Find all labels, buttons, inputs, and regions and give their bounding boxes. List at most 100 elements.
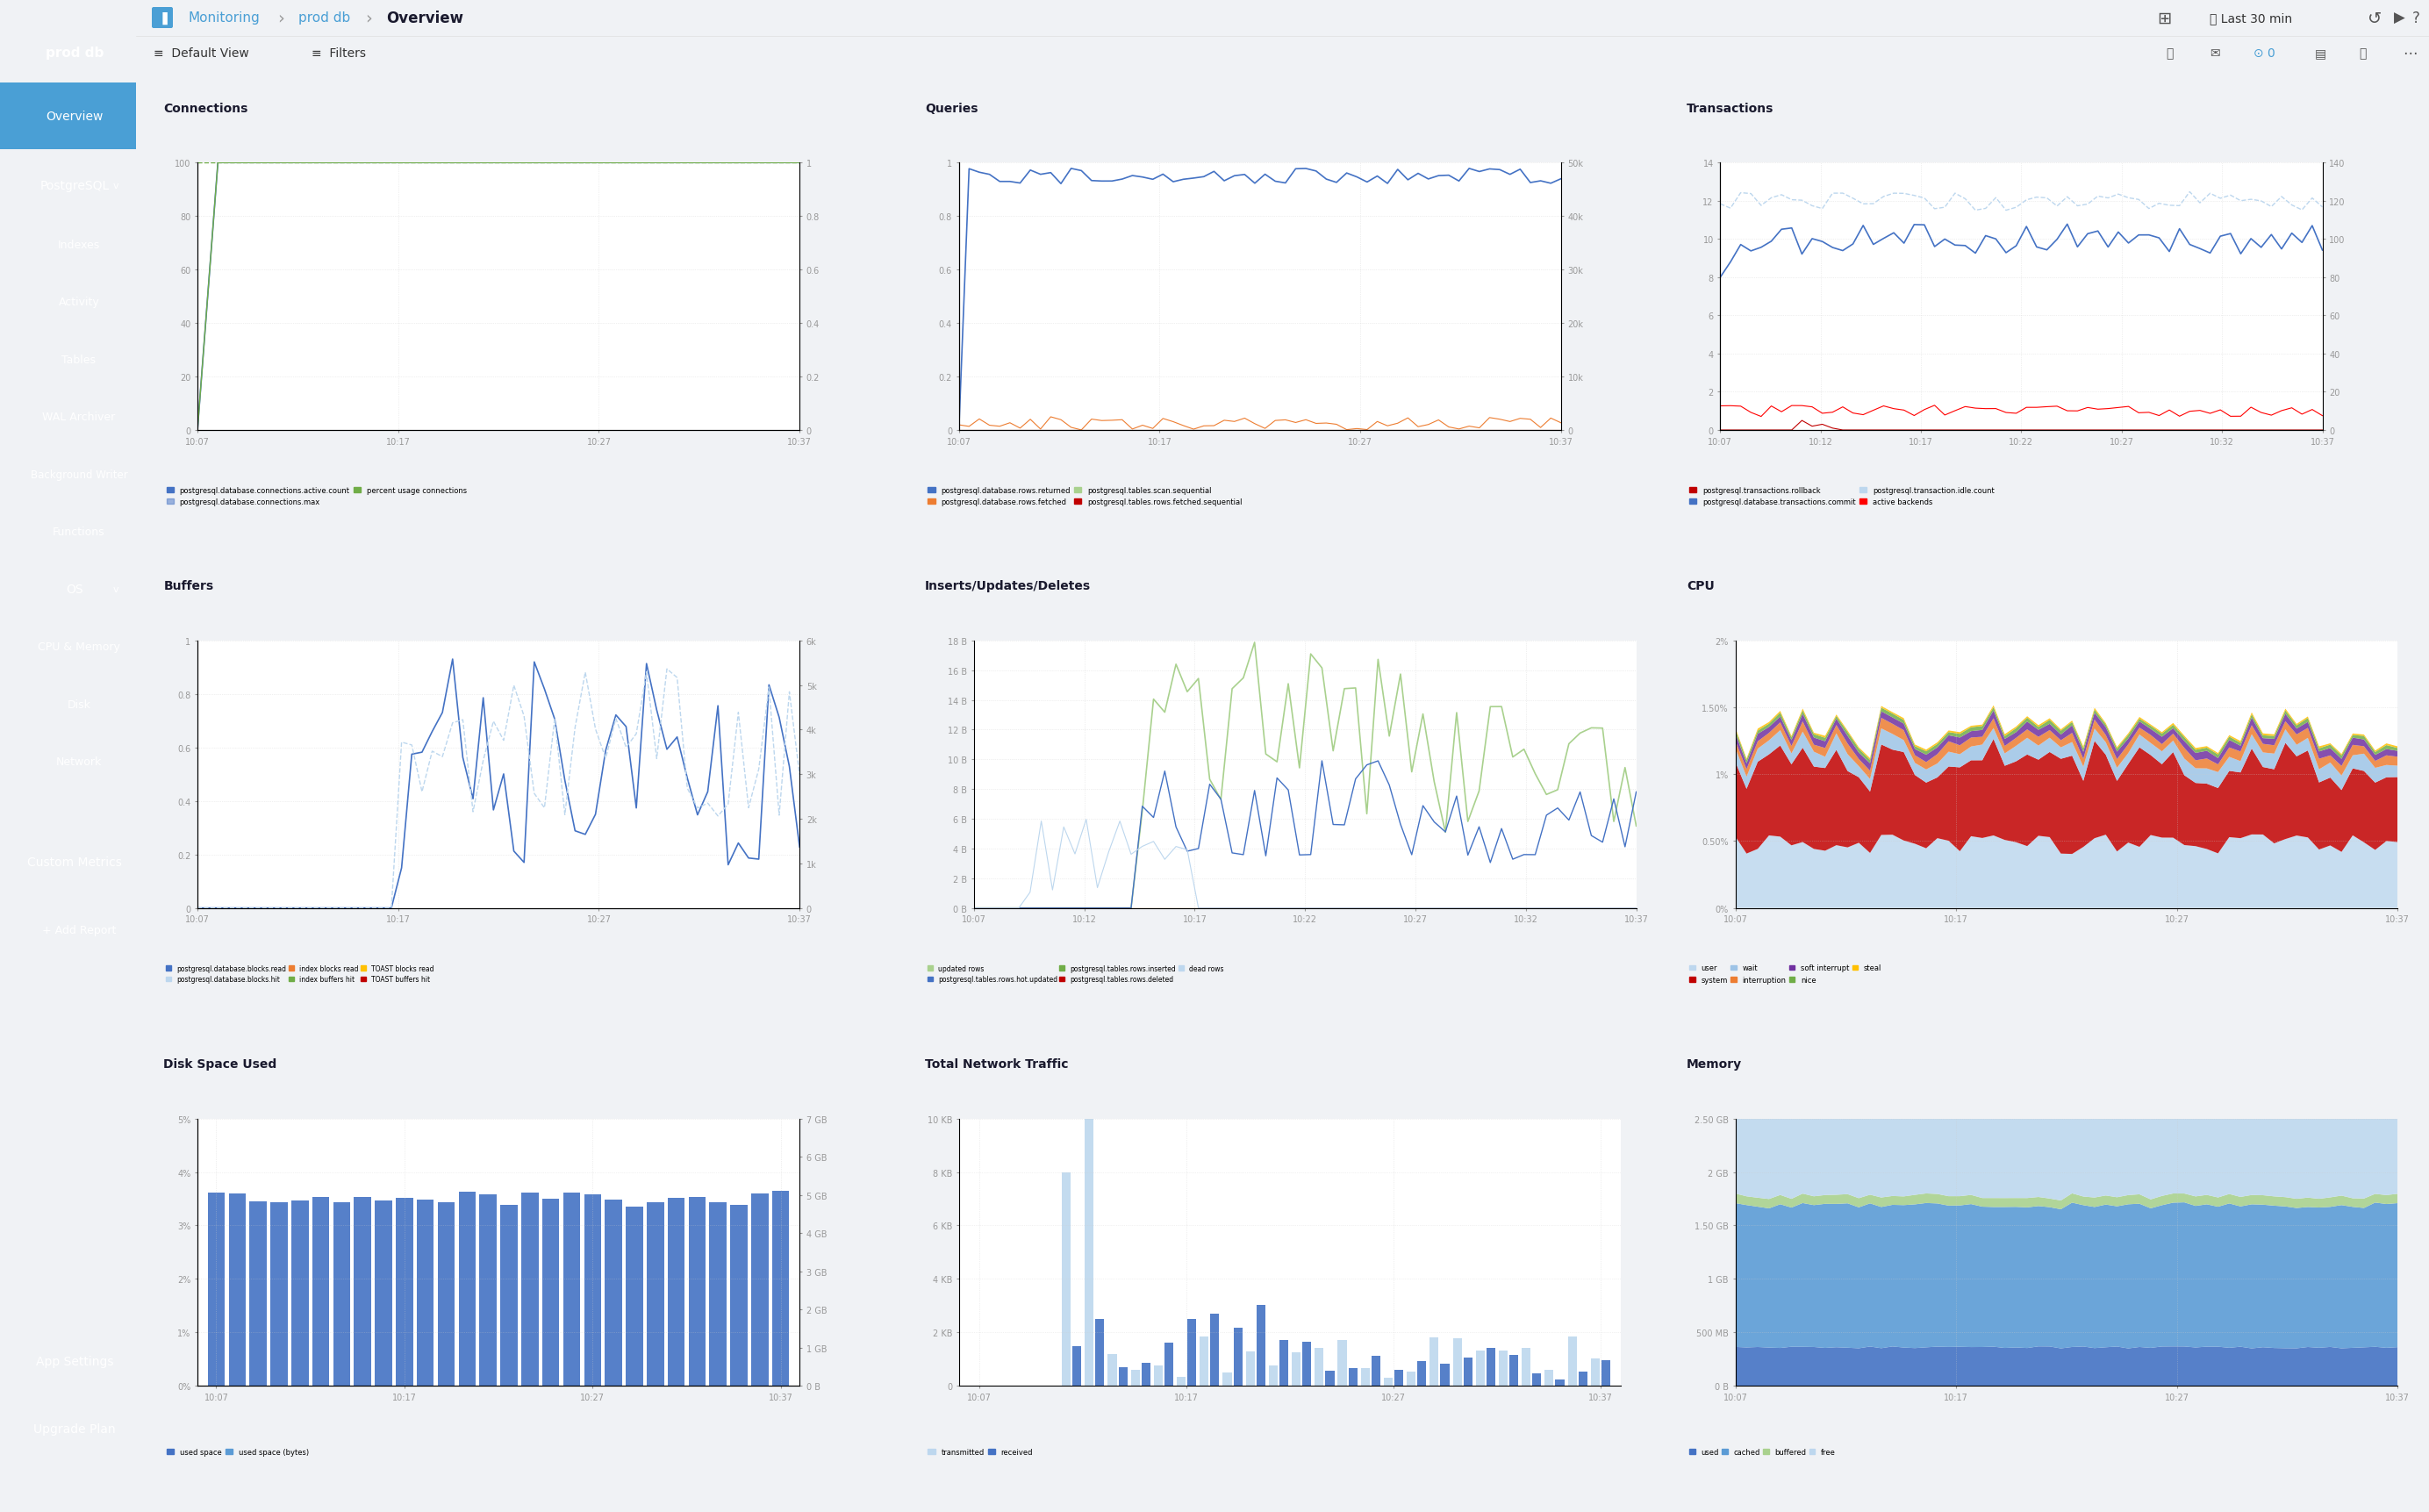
Bar (1292, 1353, 1300, 1387)
Text: ⊙ 0: ⊙ 0 (2254, 47, 2276, 59)
Bar (1086, 1119, 1093, 1387)
Bar (1567, 1337, 1576, 1387)
Bar (500, 1205, 517, 1387)
Bar (1533, 1373, 1542, 1387)
Legend: postgresql.transactions.rollback, postgresql.database.transactions.commit, postg: postgresql.transactions.rollback, postgr… (1686, 484, 1997, 510)
Bar (1256, 1305, 1266, 1387)
Text: Overview: Overview (386, 11, 464, 26)
Text: CPU & Memory: CPU & Memory (39, 641, 119, 653)
Text: ⛶: ⛶ (2359, 47, 2366, 59)
Bar (542, 1199, 559, 1387)
Text: ≡  Default View: ≡ Default View (153, 47, 250, 59)
Text: Network: Network (56, 756, 102, 768)
Bar (1477, 1350, 1484, 1387)
Bar (459, 1191, 476, 1387)
Text: v: v (112, 181, 119, 191)
Bar (1222, 1373, 1232, 1387)
Bar (1453, 1338, 1462, 1387)
Bar (1385, 1377, 1392, 1387)
Bar (1095, 1318, 1105, 1387)
Bar (1394, 1370, 1404, 1387)
Text: prod db: prod db (46, 47, 104, 59)
Text: Transactions: Transactions (1686, 103, 1773, 115)
Bar (1302, 1341, 1312, 1387)
Bar (1440, 1364, 1450, 1387)
Bar (1188, 1320, 1197, 1387)
Text: 🕐 Last 30 min: 🕐 Last 30 min (2210, 12, 2293, 24)
Bar (1234, 1328, 1241, 1387)
Bar (1360, 1368, 1370, 1387)
Bar (1108, 1355, 1117, 1387)
Text: Buffers: Buffers (163, 581, 214, 593)
Bar (1487, 1349, 1496, 1387)
Bar (1601, 1359, 1610, 1387)
Bar (564, 1193, 581, 1387)
Text: ▤: ▤ (2315, 47, 2327, 59)
Text: Monitoring: Monitoring (189, 12, 260, 26)
Text: Indexes: Indexes (58, 239, 100, 251)
Text: + Add Report: + Add Report (41, 924, 117, 936)
Bar (1508, 1355, 1518, 1387)
Legend: postgresql.database.connections.active.count, postgresql.database.connections.ma: postgresql.database.connections.active.c… (163, 484, 469, 510)
Bar (687, 1198, 707, 1387)
Bar (1117, 1367, 1127, 1387)
Bar (583, 1194, 600, 1387)
Bar (1462, 1358, 1472, 1387)
Text: ↺: ↺ (2368, 11, 2383, 27)
Bar (1555, 1379, 1564, 1387)
Bar (418, 1201, 435, 1387)
Bar (1142, 1362, 1151, 1387)
Text: PostgreSQL: PostgreSQL (39, 180, 109, 192)
Text: ⊞: ⊞ (2157, 11, 2172, 27)
Bar (1132, 1370, 1139, 1387)
Text: Background Writer: Background Writer (29, 469, 126, 481)
Text: v: v (112, 585, 119, 594)
Bar (709, 1202, 726, 1387)
Bar (605, 1201, 622, 1387)
Bar (668, 1198, 685, 1387)
FancyBboxPatch shape (0, 83, 136, 150)
Text: ›: › (277, 11, 284, 27)
Bar (627, 1207, 644, 1387)
Bar (1431, 1337, 1438, 1387)
Legend: user, system, wait, interruption, soft interrupt, nice, steal: user, system, wait, interruption, soft i… (1686, 962, 1885, 987)
Text: Queries: Queries (925, 103, 979, 115)
Text: Total Network Traffic: Total Network Traffic (925, 1058, 1069, 1070)
Bar (1406, 1371, 1416, 1387)
Bar (355, 1198, 372, 1387)
Bar (1061, 1172, 1071, 1387)
Text: Tables: Tables (61, 354, 97, 366)
Bar (751, 1193, 768, 1387)
Bar (731, 1205, 748, 1387)
Text: prod db: prod db (299, 12, 350, 26)
Bar (1545, 1370, 1555, 1387)
Text: Activity: Activity (58, 296, 100, 308)
Text: Disk: Disk (68, 699, 90, 711)
Text: Connections: Connections (163, 103, 248, 115)
Bar (1268, 1365, 1278, 1387)
Legend: transmitted, received: transmitted, received (925, 1445, 1037, 1459)
Text: ▶: ▶ (2395, 11, 2405, 26)
Bar (396, 1198, 413, 1387)
Text: ≡  Filters: ≡ Filters (311, 47, 367, 59)
Text: Functions: Functions (53, 526, 104, 538)
Legend: used space, used space (bytes): used space, used space (bytes) (163, 1445, 311, 1459)
Legend: postgresql.database.blocks.read, postgresql.database.blocks.hit, index blocks re: postgresql.database.blocks.read, postgre… (163, 962, 437, 986)
Bar (1499, 1350, 1508, 1387)
Text: Memory: Memory (1686, 1058, 1742, 1070)
Bar (250, 1202, 267, 1387)
Text: ›: › (364, 11, 372, 27)
Bar (228, 1194, 245, 1387)
Bar (1348, 1368, 1358, 1387)
Bar (1074, 1346, 1081, 1387)
Bar (1419, 1361, 1426, 1387)
Legend: postgresql.database.rows.returned, postgresql.database.rows.fetched, postgresql.: postgresql.database.rows.returned, postg… (925, 484, 1246, 510)
Text: CPU: CPU (1686, 581, 1715, 593)
Bar (374, 1201, 391, 1387)
Bar (209, 1193, 226, 1387)
Bar (1314, 1349, 1324, 1387)
Bar (1154, 1365, 1163, 1387)
Bar (1163, 1343, 1173, 1387)
Bar (1210, 1314, 1219, 1387)
Text: ▐: ▐ (158, 12, 168, 24)
